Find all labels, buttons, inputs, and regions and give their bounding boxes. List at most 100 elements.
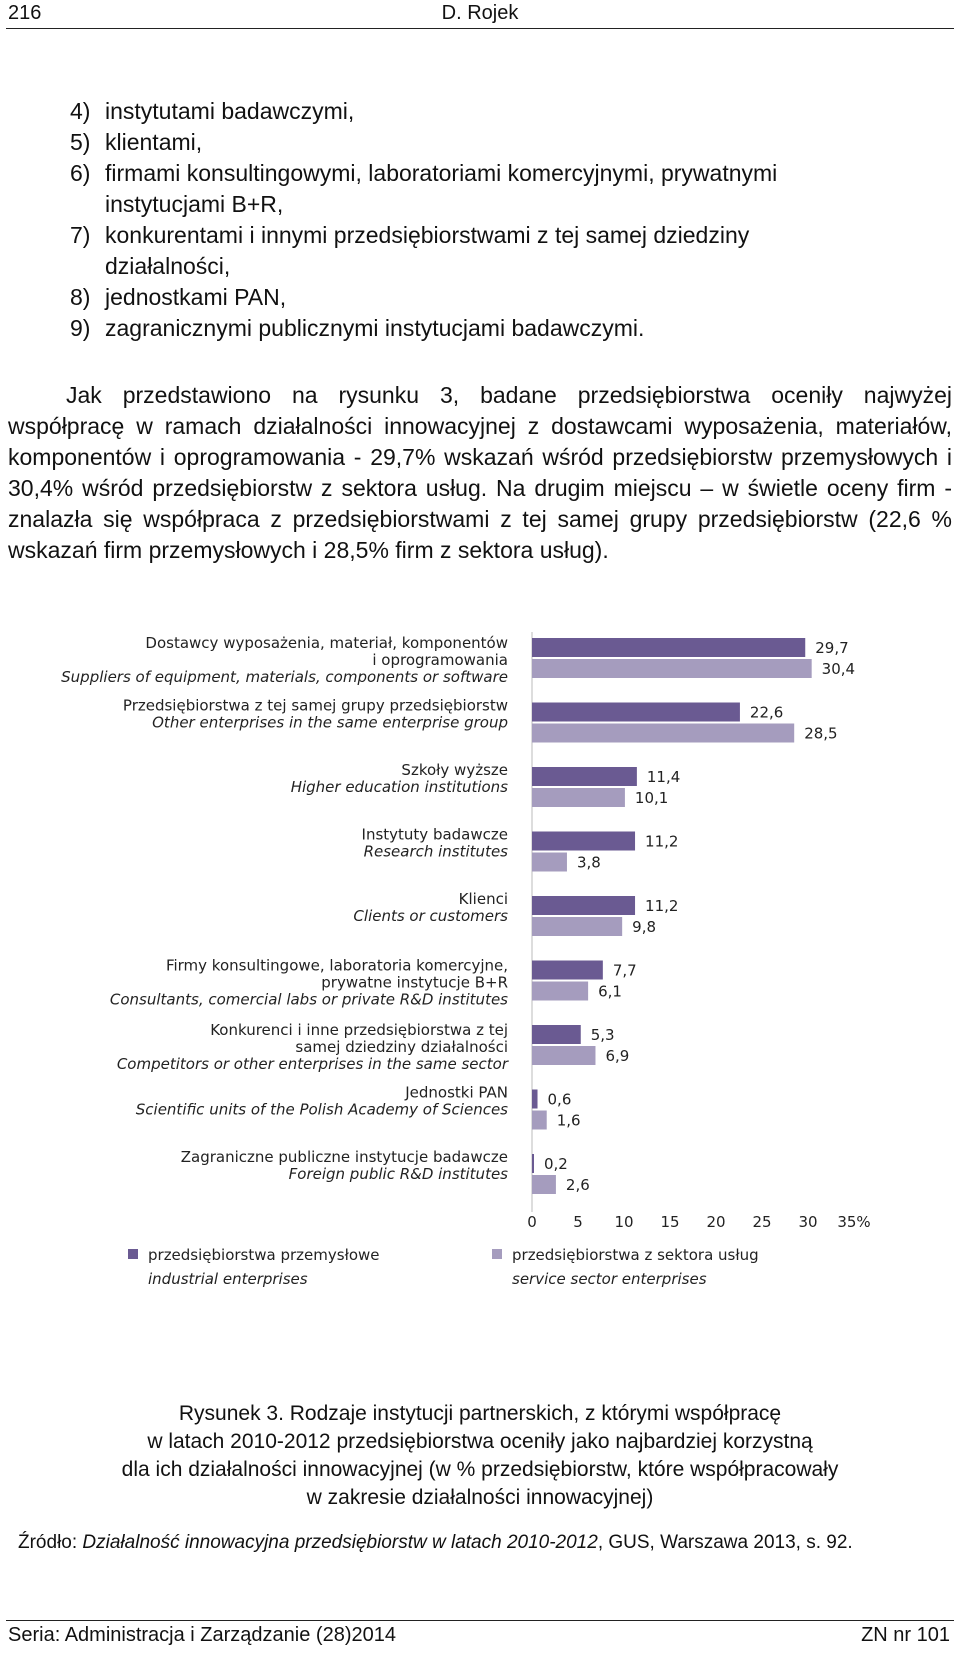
category-label-en: Other enterprises in the same enterprise… <box>152 714 508 732</box>
bar-industrial <box>532 767 637 786</box>
list-item: 8) jednostkami PAN, <box>70 282 930 313</box>
bar-industrial <box>532 831 636 851</box>
list-item: 4) instytutami badawczymi, <box>70 96 930 127</box>
list-item-text: konkurentami i innymi przedsiębiorstwami… <box>105 222 750 248</box>
x-tick-label: 20 <box>706 1213 725 1231</box>
data-label: 0,2 <box>544 1155 568 1173</box>
legend-label-en: service sector enterprises <box>512 1270 707 1288</box>
bar-industrial <box>532 896 636 915</box>
data-label: 22,6 <box>750 704 783 722</box>
category-label-pl: Firmy konsultingowe, laboratoria komercy… <box>166 957 508 975</box>
legend-label-en: industrial enterprises <box>148 1270 308 1288</box>
category-label-pl: Przedsiębiorstwa z tej samej grupy przed… <box>123 697 508 715</box>
caption-line: w latach 2010-2012 przedsiębiorstwa ocen… <box>147 1430 813 1453</box>
x-tick-label: 25 <box>752 1213 771 1231</box>
list-item: 9) zagranicznymi publicznymi instytucjami… <box>70 313 930 344</box>
data-label: 11,2 <box>645 897 678 915</box>
x-tick-label: 35% <box>837 1213 870 1231</box>
data-label: 30,4 <box>822 660 855 678</box>
source-title: Działalność innowacyjna przedsiębiorstw … <box>82 1532 598 1553</box>
x-tick-label: 5 <box>573 1213 583 1231</box>
list-item-text: zagranicznymi publicznymi instytucjami b… <box>105 315 645 341</box>
data-label: 29,7 <box>815 639 848 657</box>
data-label: 2,6 <box>566 1176 590 1194</box>
bar-industrial <box>532 702 740 722</box>
x-tick-label: 10 <box>614 1213 633 1231</box>
category-label-pl: Konkurenci i inne przedsiębiorstwa z tej <box>210 1021 508 1039</box>
numbered-list: 4) instytutami badawczymi, 5) klientami, 6) f… <box>70 96 930 344</box>
list-item-number: 6) <box>70 160 91 186</box>
category-label-en: Higher education institutions <box>291 778 508 796</box>
data-label: 5,3 <box>591 1026 615 1044</box>
data-label: 1,6 <box>557 1112 581 1130</box>
caption-line: w zakresie działalności innowacyjnej) <box>306 1486 654 1509</box>
list-item-number: 5) <box>70 129 91 155</box>
bar-industrial <box>532 960 603 980</box>
bar-industrial <box>532 1025 581 1044</box>
caption-line: dla ich działalności innowacyjnej (w % p… <box>121 1458 839 1481</box>
figure-caption: Rysunek 3. Rodzaje instytucji partnerski… <box>30 1400 930 1512</box>
x-tick-label: 30 <box>798 1213 817 1231</box>
legend-label: przedsiębiorstwa przemysłowe <box>148 1246 380 1264</box>
footer-series: Seria: Administracja i Zarządzanie (28)2… <box>8 1624 396 1646</box>
bar-service <box>532 1046 596 1065</box>
list-item-number: 8) <box>70 284 91 310</box>
category-label-en: Consultants, comercial labs or private R… <box>110 991 508 1009</box>
list-item-text: firmami konsultingowymi, laboratoriami k… <box>105 160 778 186</box>
x-tick-label: 15 <box>660 1213 679 1231</box>
bar-service <box>532 917 623 936</box>
body-paragraph: Jak przedstawiono na rysunku 3, badane p… <box>8 382 952 563</box>
bar-service <box>532 852 567 872</box>
list-item-text: instytucjami B+R, <box>105 191 284 217</box>
footer-issue: ZN nr 101 <box>861 1624 950 1646</box>
source-rest: , GUS, Warszawa 2013, s. 92. <box>597 1532 853 1553</box>
bar-industrial <box>532 1089 538 1109</box>
bar-service <box>532 788 625 807</box>
data-label: 11,2 <box>645 833 678 851</box>
legend-label: przedsiębiorstwa z sektora usług <box>512 1246 759 1264</box>
category-label-en: Scientific units of the Polish Academy o… <box>136 1101 508 1119</box>
list-item: 7) konkurentami i innymi przedsiębiorstwa… <box>70 220 930 282</box>
list-item-text: działalności, <box>105 253 231 279</box>
category-label-pl: Instytuty badawcze <box>362 826 508 844</box>
category-label-pl: samej dziedziny działalności <box>295 1038 508 1056</box>
bar-service <box>532 723 795 743</box>
list-item: 5) klientami, <box>70 127 930 158</box>
legend-swatch <box>128 1249 138 1259</box>
page-number: 216 <box>8 2 42 24</box>
bar-service <box>532 981 589 1001</box>
list-item-number: 7) <box>70 222 91 248</box>
bar-service <box>532 659 812 678</box>
list-item-text: instytutami badawczymi, <box>105 98 355 124</box>
source-note: Źródło: Działalność innowacyjna przedsię… <box>18 1532 853 1554</box>
list-item: 6) firmami konsultingowymi, laboratoriami… <box>70 158 930 220</box>
running-head-author: D. Rojek <box>441 2 519 24</box>
data-label: 3,8 <box>577 854 601 872</box>
bar-industrial <box>532 1154 534 1173</box>
page-footer: Seria: Administracja i Zarządzanie (28)2… <box>6 1620 954 1651</box>
list-item-text: klientami, <box>105 129 203 155</box>
data-label: 6,9 <box>605 1047 629 1065</box>
legend-swatch <box>492 1249 502 1259</box>
category-label-pl: Zagraniczne publiczne instytucje badawcz… <box>181 1148 508 1166</box>
category-label-pl: Jednostki PAN <box>404 1084 508 1102</box>
category-label-en: Suppliers of equipment, materials, compo… <box>61 668 508 686</box>
bar-service <box>532 1110 547 1130</box>
data-label: 11,4 <box>647 768 680 786</box>
category-label-en: Research institutes <box>364 843 509 861</box>
bar-industrial <box>532 638 806 657</box>
data-label: 6,1 <box>598 983 622 1001</box>
list-item-number: 4) <box>70 98 91 124</box>
category-label-pl: Szkoły wyższe <box>401 761 508 779</box>
data-label: 0,6 <box>548 1091 572 1109</box>
data-label: 9,8 <box>632 918 656 936</box>
category-label-pl: i oprogramowania <box>372 651 508 669</box>
data-label: 7,7 <box>613 962 637 980</box>
x-tick-label: 0 <box>527 1213 537 1231</box>
data-label: 10,1 <box>635 789 668 807</box>
category-label-en: Clients or customers <box>353 907 508 925</box>
caption-line: Rysunek 3. Rodzaje instytucji partnerski… <box>178 1402 782 1425</box>
data-label: 28,5 <box>804 725 837 743</box>
list-item-number: 9) <box>70 315 91 341</box>
bar-chart: Dostawcy wyposażenia, materiał, komponen… <box>61 632 871 1288</box>
